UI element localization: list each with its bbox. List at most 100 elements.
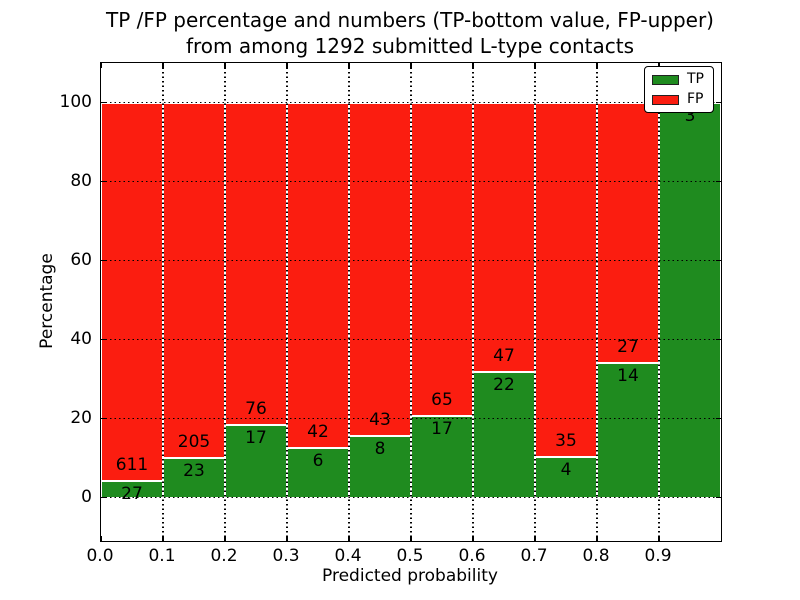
legend-entry-tp: TP: [652, 72, 704, 87]
y-tick-mark: [101, 180, 106, 183]
tp-count-label: 22: [493, 374, 515, 395]
bar-fp-segment: [473, 102, 535, 372]
tp-count-label: 6: [312, 451, 324, 472]
x-tick-mark: [534, 63, 536, 68]
x-tick-label: 0.7: [520, 546, 548, 566]
x-tick-mark: [472, 536, 474, 541]
y-tick-mark: [101, 496, 106, 499]
x-tick-mark: [286, 536, 288, 541]
y-tick-label: 80: [70, 170, 92, 191]
vertical-gridline: [534, 63, 536, 541]
legend-entry-fp: FP: [652, 92, 704, 107]
x-tick-label: 0.8: [582, 546, 610, 566]
x-tick-label: 0.1: [148, 546, 176, 566]
chart-title-line1: TP /FP percentage and numbers (TP-bottom…: [106, 8, 714, 32]
tp-count-label: 17: [431, 418, 453, 439]
legend-label-tp: TP: [687, 71, 704, 87]
vertical-gridline: [596, 63, 598, 541]
legend: TP FP: [644, 66, 714, 113]
x-tick-mark: [224, 536, 226, 541]
vertical-gridline: [162, 63, 164, 541]
vertical-gridline: [472, 63, 474, 541]
fp-count-label: 611: [115, 454, 149, 475]
vertical-gridline: [286, 63, 288, 541]
y-tick-label: 20: [70, 407, 92, 428]
tp-count-label: 8: [374, 438, 386, 459]
x-tick-label: 0.3: [272, 546, 300, 566]
plot-area: 27 611 23 205 17 76 6 42 8 43 17 65 22 47 4 35 14 27 3: [100, 62, 722, 542]
tp-count-label: 23: [183, 460, 205, 481]
y-axis-label: Percentage: [37, 253, 57, 349]
x-tick-mark: [658, 536, 660, 541]
x-tick-mark: [162, 536, 164, 541]
fp-count-label: 47: [493, 345, 515, 366]
tp-count-label: 17: [245, 428, 267, 449]
legend-label-fp: FP: [687, 91, 704, 107]
fp-count-label: 27: [617, 336, 639, 357]
y-tick-mark: [716, 496, 721, 499]
y-tick-mark: [101, 417, 106, 420]
x-tick-mark: [596, 536, 598, 541]
x-tick-mark: [472, 63, 474, 68]
tp-count-label: 14: [617, 365, 639, 386]
bar-fp-segment: [535, 102, 597, 458]
bar-tp-segment: [659, 102, 721, 498]
vertical-gridline: [224, 63, 226, 541]
x-tick-label: 0.5: [396, 546, 424, 566]
x-tick-mark: [534, 536, 536, 541]
bar-fp-segment: [597, 102, 659, 363]
y-tick-mark: [716, 338, 721, 341]
y-tick-mark: [716, 417, 721, 420]
x-tick-mark: [348, 536, 350, 541]
x-tick-label: 0.2: [210, 546, 238, 566]
bar-fp-segment: [287, 102, 349, 449]
x-tick-mark: [410, 63, 412, 68]
x-tick-mark: [224, 63, 226, 68]
x-tick-mark: [596, 63, 598, 68]
tp-color-swatch: [652, 74, 679, 85]
x-tick-mark: [410, 536, 412, 541]
x-tick-label: 0.4: [334, 546, 362, 566]
y-tick-label: 100: [59, 91, 92, 112]
x-tick-mark: [162, 63, 164, 68]
y-tick-mark: [716, 259, 721, 262]
y-tick-label: 0: [81, 486, 92, 507]
x-tick-mark: [658, 63, 660, 68]
x-tick-label: 0.9: [644, 546, 672, 566]
x-tick-label: 0.6: [458, 546, 486, 566]
y-tick-label: 40: [70, 328, 92, 349]
fp-count-label: 205: [177, 431, 211, 452]
bar-tp-segment: [163, 457, 225, 498]
chart-title-line2: from among 1292 submitted L-type contact…: [185, 34, 635, 58]
fp-count-label: 43: [369, 409, 391, 430]
fp-color-swatch: [652, 94, 679, 105]
y-tick-mark: [716, 180, 721, 183]
x-tick-label: 0.0: [86, 546, 114, 566]
vertical-gridline: [348, 63, 350, 541]
y-tick-mark: [101, 338, 106, 341]
bar-tp-segment: [597, 362, 659, 498]
bar-fp-segment: [225, 102, 287, 426]
x-tick-mark: [348, 63, 350, 68]
y-tick-mark: [101, 101, 106, 104]
fp-count-label: 42: [307, 422, 329, 443]
tp-count-label: 4: [560, 460, 572, 481]
bar-fp-segment: [163, 102, 225, 458]
tp-count-label: 27: [121, 483, 143, 504]
x-tick-mark: [100, 63, 102, 68]
fp-count-label: 76: [245, 399, 267, 420]
x-tick-mark: [100, 536, 102, 541]
bar-tp-segment: [287, 448, 349, 498]
fp-count-label: 35: [555, 431, 577, 452]
vertical-gridline: [658, 63, 660, 541]
bar-fp-segment: [349, 102, 411, 436]
bar-fp-segment: [101, 102, 163, 481]
fp-count-label: 65: [431, 389, 453, 410]
chart-title: TP /FP percentage and numbers (TP-bottom…: [100, 7, 720, 59]
y-tick-mark: [716, 101, 721, 104]
vertical-gridline: [410, 63, 412, 541]
tp-count-label: 3: [684, 105, 696, 126]
x-tick-mark: [286, 63, 288, 68]
y-tick-mark: [101, 259, 106, 262]
